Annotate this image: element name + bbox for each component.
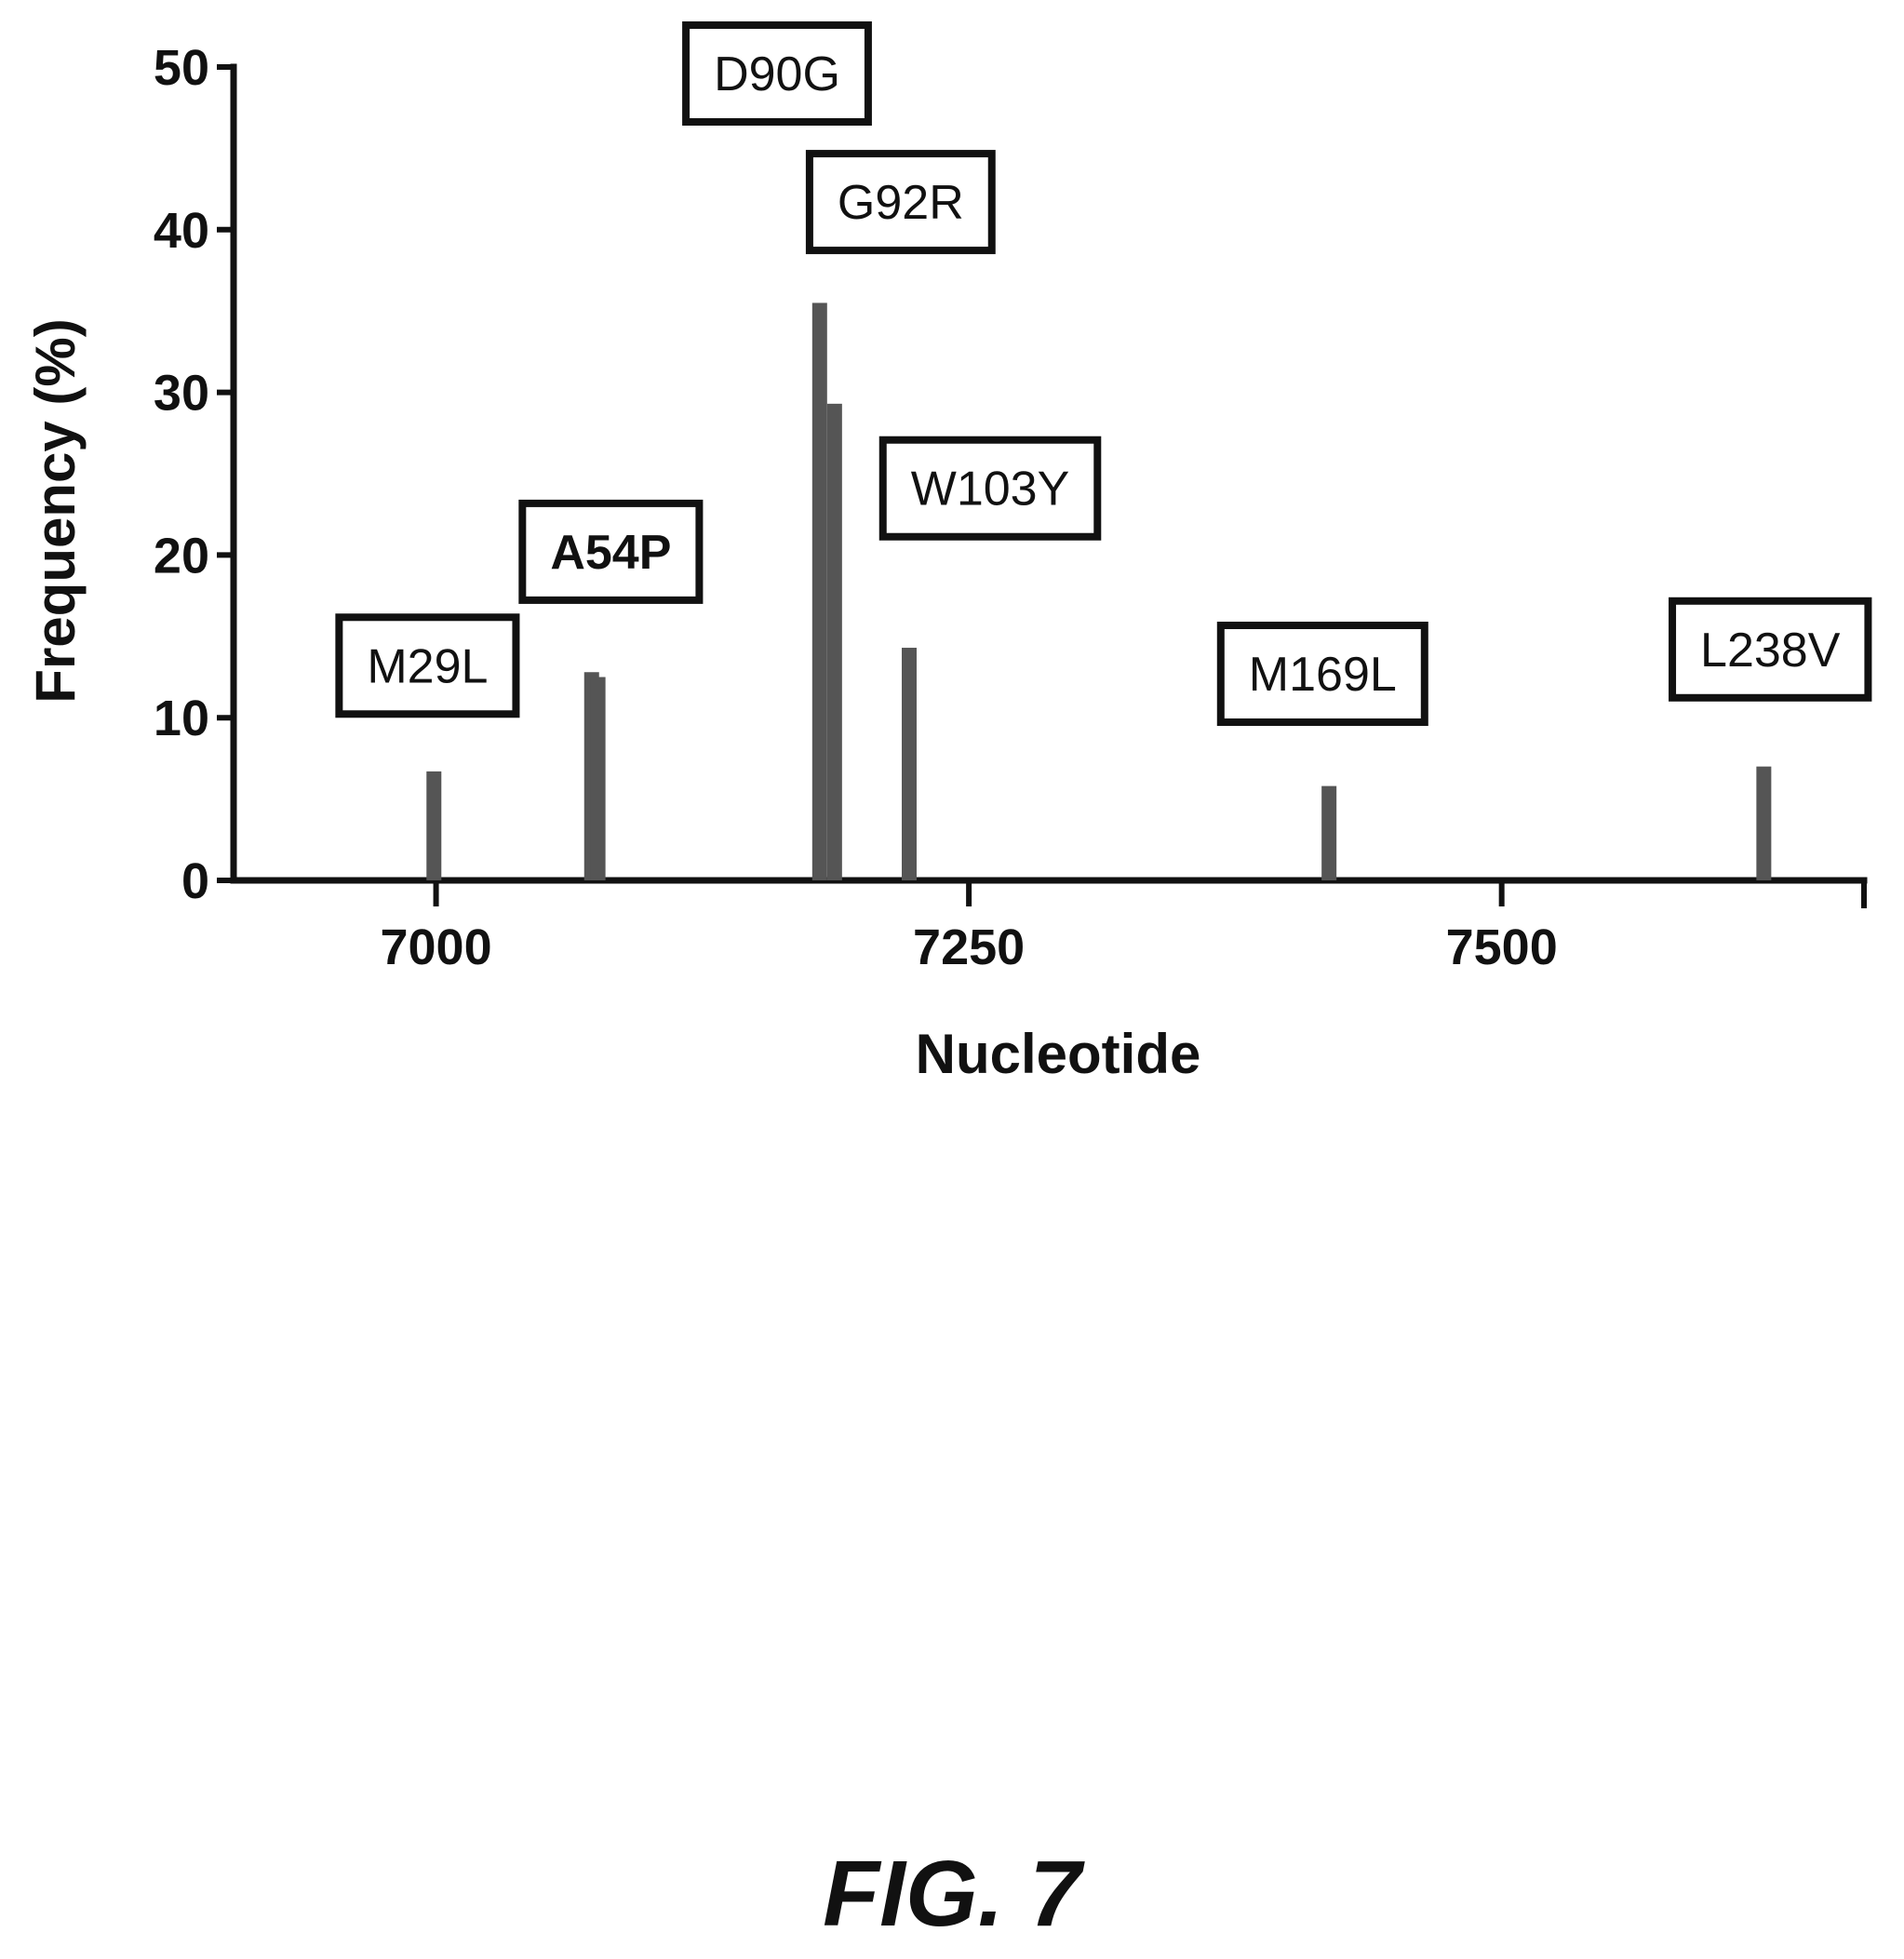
axes-layer: 0 10 20 30 40 50 7000 7250 7500 xyxy=(154,40,1868,975)
bar xyxy=(811,302,827,881)
mutation-label: M29L xyxy=(335,613,520,718)
mutation-label: A54P xyxy=(518,499,704,604)
y-tick-label: 20 xyxy=(154,528,209,584)
y-tick-label: 40 xyxy=(154,203,209,259)
bar xyxy=(426,771,442,880)
figure-caption: FIG. 7 xyxy=(823,1842,1081,1946)
y-tick-label: 50 xyxy=(154,40,209,96)
mutation-label-box xyxy=(518,499,704,604)
mutation-label-box xyxy=(1669,597,1872,702)
mutation-label: D90G xyxy=(682,20,872,126)
mutation-label: G92R xyxy=(805,150,996,255)
mutation-label-text: W103Y xyxy=(911,463,1070,517)
bars-layer xyxy=(426,302,1772,881)
y-tick-label: 10 xyxy=(154,691,209,746)
mutation-label-text: M29L xyxy=(367,639,488,693)
mutation-label-box xyxy=(878,436,1102,541)
mutation-label: W103Y xyxy=(878,436,1102,541)
x-tick-label: 7000 xyxy=(380,919,491,975)
mutation-label-box xyxy=(805,150,996,255)
bar xyxy=(590,677,606,880)
mutation-label: M169L xyxy=(1216,622,1428,727)
bar xyxy=(1321,785,1337,880)
mutation-label-text: D90G xyxy=(714,47,840,101)
y-tick-label: 0 xyxy=(181,853,209,909)
x-tick-label: 7250 xyxy=(913,919,1025,975)
mutation-label-text: A54P xyxy=(550,526,671,580)
x-tick-label: 7500 xyxy=(1446,919,1558,975)
annotations-layer: M29L A54P D90G G92R W103Y M169L L238V xyxy=(335,20,1872,727)
mutation-label-box xyxy=(1216,622,1428,727)
mutation-label-box xyxy=(682,20,872,126)
mutation-label-text: G92R xyxy=(838,176,964,230)
bar xyxy=(901,648,917,880)
mutation-label-text: L238V xyxy=(1700,624,1841,678)
y-tick-label: 30 xyxy=(154,366,209,422)
bar xyxy=(826,403,842,880)
bar xyxy=(1756,766,1772,880)
x-axis-title: Nucleotide xyxy=(916,1023,1201,1085)
mutation-label-text: M169L xyxy=(1249,648,1397,702)
mutation-label: L238V xyxy=(1669,597,1872,702)
mutation-label-box xyxy=(335,613,520,718)
y-axis-title: Frequency (%) xyxy=(24,318,87,703)
